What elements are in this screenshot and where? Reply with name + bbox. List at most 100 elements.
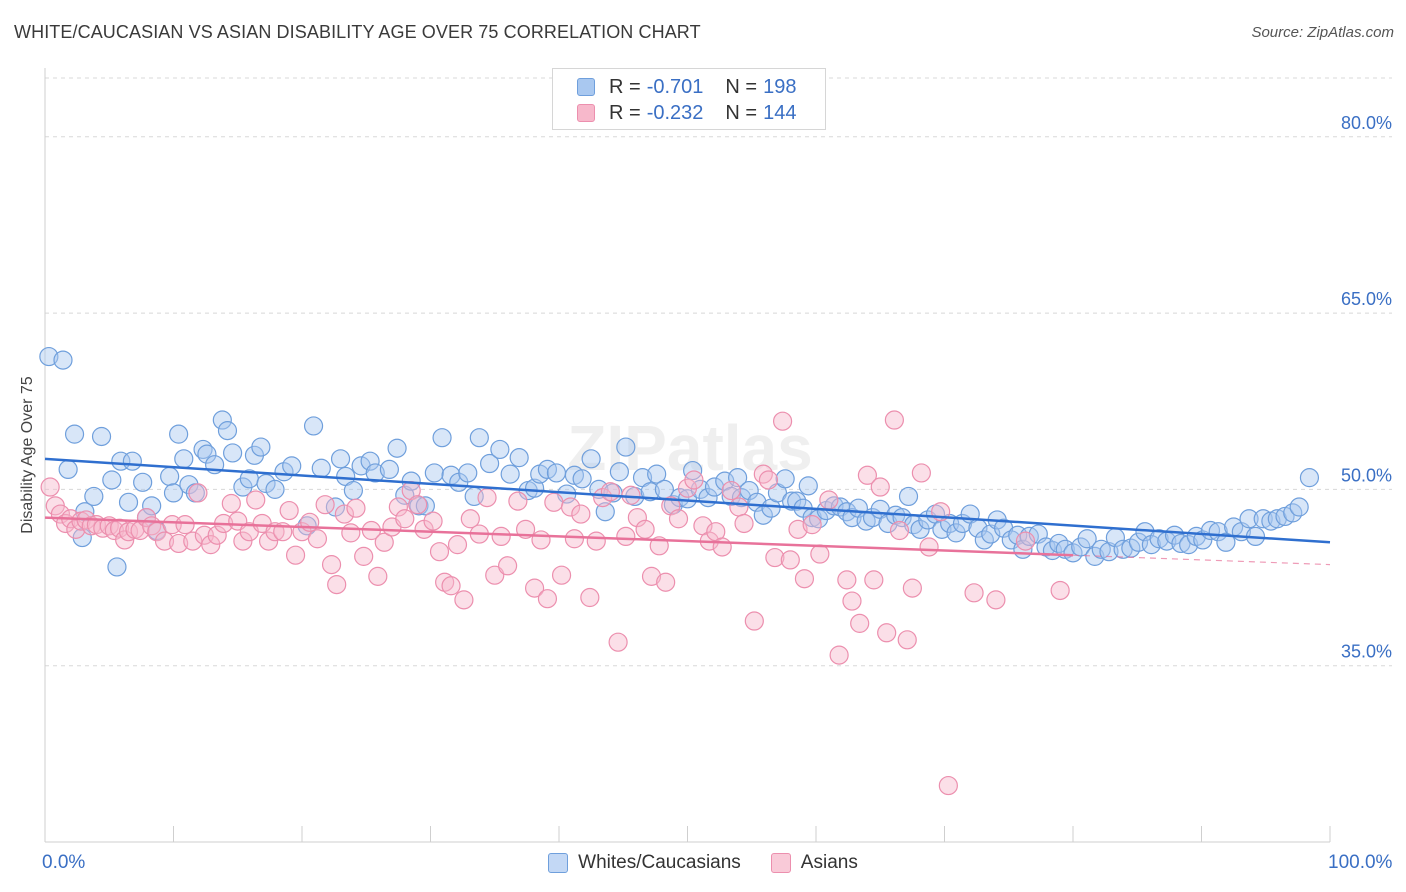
data-point [374,532,394,552]
data-point [870,477,890,497]
data-point [282,456,302,476]
data-point [160,466,180,487]
data-point [898,486,919,507]
data-point [734,513,754,534]
data-point [217,421,238,441]
data-point [842,591,862,611]
data-point [1289,497,1309,517]
data-point [102,470,122,490]
data-point [303,416,324,436]
r-value: -0.701 [646,75,704,98]
y-tick-label: 50.0% [1341,465,1392,485]
data-point [911,463,931,483]
data-point [91,426,112,447]
data-point [810,544,830,564]
x-tick-label-min: 0.0% [42,852,86,873]
legend-label: Whites/Caucasians [578,852,741,873]
data-point [207,525,227,545]
data-point [721,480,741,501]
data-point [122,451,142,471]
data-point [802,515,822,535]
data-point [221,493,241,514]
legend-row-asians: R = -0.232 N = 144 [577,101,796,125]
data-point [169,424,189,444]
data-point [857,465,878,485]
data-point [595,502,615,522]
data-point [39,346,59,367]
data-point [509,448,529,468]
data-point [458,463,478,483]
data-point [627,507,647,528]
legend-item-whites[interactable]: Whites/Caucasians [548,852,741,874]
data-point [341,523,361,543]
data-point [480,453,500,474]
data-point [175,515,195,535]
legend-swatch-pink [770,853,791,873]
data-point [524,478,545,498]
data-point [188,483,208,503]
data-point [780,550,800,570]
series-asians [40,410,1070,796]
legend-swatch-blue [577,78,595,96]
data-point [311,458,331,478]
data-point [744,611,764,631]
data-point [1216,532,1236,552]
data-point [546,463,567,483]
data-point [408,495,428,515]
data-point [571,504,591,524]
data-point [788,519,808,539]
legend-swatch-blue [548,853,569,873]
data-point [354,546,374,566]
data-point [424,463,444,483]
data-point [307,529,328,549]
trend-line-asians-extension [1072,554,1331,566]
data-point [233,531,253,551]
legend-row-whites: R = -0.701 N = 198 [577,75,796,99]
r-value: -0.232 [646,101,704,124]
data-point [508,491,528,511]
data-point [343,480,363,501]
data-point [142,496,162,516]
data-point [551,565,572,585]
data-point [1063,543,1083,563]
data-point [889,520,910,541]
data-point [616,526,636,547]
data-point [223,443,243,463]
source-note: Source: ZipAtlas.com [1251,24,1394,41]
data-point [118,492,139,512]
data-point [721,486,741,507]
data-point [409,496,429,516]
data-point [593,488,613,508]
data-point [884,410,904,430]
r-label: R = [609,101,641,124]
data-point [850,613,870,633]
data-point [1015,531,1036,551]
data-point [274,462,294,482]
data-point [454,590,474,610]
data-point [327,574,347,595]
data-point [1141,535,1161,555]
data-point [279,500,299,521]
data-point [1091,539,1111,559]
data-point [251,437,271,457]
data-point [524,578,545,598]
data-point [154,531,175,551]
data-point [64,424,85,444]
data-point [1179,535,1199,555]
data-point [581,449,601,469]
data-point [395,509,415,529]
legend-swatch-pink [577,104,595,122]
legend-item-asians[interactable]: Asians [770,852,858,874]
data-point [609,462,629,482]
data-point [794,569,815,589]
data-point [635,519,655,539]
data-point [491,526,511,547]
n-label: N = [725,101,758,124]
grid-lines [45,77,1392,667]
data-point [753,464,773,484]
data-point [964,583,984,603]
data-point [432,428,452,448]
data-point [315,495,335,515]
data-point [84,486,104,507]
